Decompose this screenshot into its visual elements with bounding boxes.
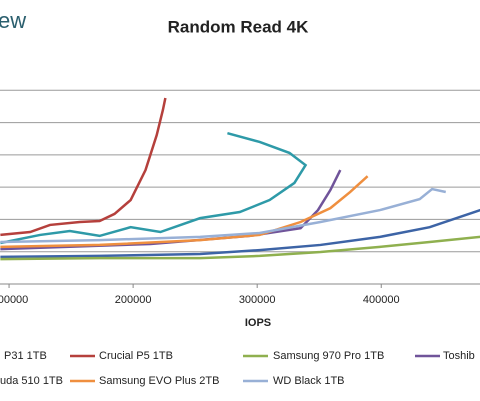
legend-label: Toshib [443, 350, 475, 362]
series-line [0, 187, 447, 244]
series-line [0, 208, 480, 259]
chart-title: Random Read 4K [168, 17, 309, 36]
series-line [0, 97, 167, 237]
x-tick-label: 00000 [0, 294, 28, 306]
x-tick-label: 200000 [115, 294, 152, 306]
x-tick-label: 400000 [363, 294, 400, 306]
legend-label: uda 510 1TB [0, 375, 63, 387]
x-tick-label: 300000 [239, 294, 276, 306]
series-line [0, 235, 480, 261]
x-axis-label: IOPS [245, 317, 271, 329]
legend-label: Samsung EVO Plus 2TB [99, 375, 219, 387]
logo: ew [0, 8, 26, 33]
legend-label: WD Black 1TB [273, 375, 345, 387]
legend-label: Samsung 970 Pro 1TB [273, 350, 384, 362]
legend-label: P31 1TB [4, 350, 47, 362]
legend-label: Crucial P5 1TB [99, 350, 173, 362]
series-line [0, 132, 308, 245]
series-line [0, 169, 342, 251]
